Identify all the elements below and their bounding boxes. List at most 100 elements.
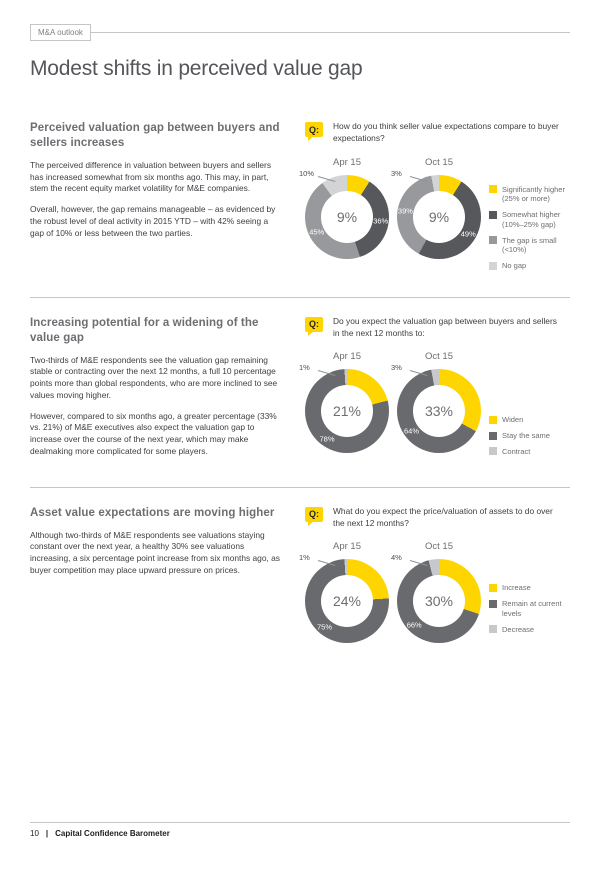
legend-label: Significantly higher (25% or more)	[502, 184, 565, 204]
donut-segment-label: 45%	[309, 227, 325, 237]
footer-text: 10 | Capital Confidence Barometer	[30, 829, 570, 838]
header-rule	[90, 32, 570, 33]
legend-swatch	[489, 447, 497, 456]
section-text-column: Asset value expectations are moving high…	[30, 506, 280, 644]
section-widening-value-gap: Increasing potential for a widening of t…	[30, 296, 570, 487]
donut-chart-apr15: Apr 15 1% 24% 75%	[299, 541, 389, 644]
donut-chart-apr15: Apr 15 1% 21% 78%	[299, 351, 389, 454]
legend-swatch	[489, 261, 497, 270]
section-heading: Asset value expectations are moving high…	[30, 506, 275, 519]
donut-segment-label: 49%	[460, 229, 476, 239]
section-chart-column: Q: What do you expect the price/valuatio…	[299, 506, 570, 644]
page-footer: 10 | Capital Confidence Barometer	[30, 822, 570, 838]
legend-label: Increase	[502, 583, 531, 593]
donut-wrap: 1% 24% 75%	[299, 553, 389, 644]
donut-title: Oct 15	[425, 156, 453, 168]
donut-wrap: 3% 9% 49% 39%	[391, 169, 481, 259]
donut-hole: 30%	[413, 575, 465, 628]
donut-center-value: 21%	[332, 403, 362, 420]
donut-wrap: 4% 30% 66%	[391, 553, 481, 644]
page-title: Modest shifts in perceived value gap	[30, 57, 363, 80]
donut-ring: 30% 66%	[397, 559, 481, 644]
question-badge-icon: Q:	[305, 316, 323, 336]
section-chart-column: Q: Do you expect the valuation gap betwe…	[299, 316, 570, 467]
section-paragraph: The perceived difference in valuation be…	[30, 159, 272, 194]
donut-hole: 24%	[321, 575, 373, 628]
donut-title: Oct 15	[425, 541, 453, 553]
legend-label: Remain at current levels	[502, 599, 562, 618]
content: Perceived valuation gap between buyers a…	[30, 121, 570, 663]
section-heading: Increasing potential for a widening of t…	[30, 316, 259, 344]
section-paragraph: Two-thirds of M&E respondents see the va…	[30, 354, 278, 400]
donut-chart-pair: Apr 15 1% 24% 75% Oct 15	[299, 541, 570, 644]
donut-chart-apr15: Apr 15 10% 9% 36% 45%	[299, 156, 389, 259]
legend-label: Somewhat higher (10%–25% gap)	[502, 210, 561, 229]
donut-title: Oct 15	[425, 351, 453, 363]
donut-segment-label: 64%	[403, 426, 419, 436]
question-badge-label: Q:	[309, 319, 319, 330]
legend-item: Stay the same	[489, 431, 569, 441]
callout-label: 4%	[391, 553, 402, 563]
legend-swatch	[489, 210, 497, 219]
legend-label: Widen	[502, 415, 524, 425]
donut-segment-label: 78%	[319, 434, 335, 444]
question-text: What do you expect the price/valuation o…	[333, 505, 553, 528]
legend-swatch	[489, 431, 497, 440]
donut-chart-pair: Apr 15 10% 9% 36% 45% Oct 15	[299, 156, 570, 277]
legend-item: Increase	[489, 583, 569, 593]
legend-item: The gap is small (<10%)	[489, 236, 569, 256]
donut-center-value: 33%	[424, 403, 454, 420]
legend-swatch	[489, 236, 497, 245]
legend-item: No gap	[489, 261, 569, 271]
legend-swatch	[489, 583, 497, 592]
donut-chart-oct15: Oct 15 3% 33% 64%	[391, 351, 481, 454]
footer-rule	[30, 822, 570, 823]
legend-label: No gap	[502, 261, 527, 271]
legend-label: The gap is small (<10%)	[502, 235, 557, 255]
donut-hole: 21%	[321, 385, 373, 438]
section-heading: Perceived valuation gap between buyers a…	[30, 122, 280, 149]
section-chart-column: Q: How do you think seller value expecta…	[299, 121, 570, 277]
section-paragraph: Overall, however, the gap remains manage…	[30, 204, 276, 238]
legend-item: Contract	[489, 447, 569, 457]
donut-ring: 21% 78%	[305, 369, 389, 454]
section-text-column: Perceived valuation gap between buyers a…	[30, 121, 280, 277]
donut-title: Apr 15	[333, 351, 361, 363]
legend-item: Decrease	[489, 625, 569, 635]
legend-item: Somewhat higher (10%–25% gap)	[489, 210, 569, 230]
question-row: Q: What do you expect the price/valuatio…	[305, 506, 570, 530]
donut-center-value: 9%	[428, 208, 450, 225]
donut-hole: 9%	[413, 190, 465, 243]
question-row: Q: Do you expect the valuation gap betwe…	[305, 316, 570, 340]
donut-wrap: 3% 33% 64%	[391, 363, 481, 454]
legend-swatch	[489, 625, 497, 634]
question-badge-icon: Q:	[305, 506, 323, 526]
donut-ring: 24% 75%	[305, 559, 389, 644]
footer-divider: |	[45, 829, 49, 838]
donut-segment-label: 75%	[316, 622, 333, 632]
question-text: Do you expect the valuation gap between …	[333, 315, 557, 338]
donut-hole: 9%	[321, 190, 373, 243]
legend-swatch	[489, 599, 497, 608]
question-row: Q: How do you think seller value expecta…	[305, 121, 570, 145]
donut-ring: 9% 36% 45%	[305, 174, 389, 259]
donut-wrap: 1% 21% 78%	[299, 363, 389, 454]
donut-hole: 33%	[413, 385, 465, 438]
donut-title: Apr 15	[333, 156, 361, 168]
legend-swatch	[489, 415, 497, 424]
donut-ring: 9% 49% 39%	[397, 174, 481, 259]
section-paragraph: Although two-thirds of M&E respondents s…	[30, 529, 280, 576]
question-badge-icon: Q:	[305, 122, 323, 141]
chart-legend: Significantly higher (25% or more) Somew…	[489, 185, 569, 277]
donut-chart-pair: Apr 15 1% 21% 78% Oct 15	[299, 351, 570, 462]
callout-label: 1%	[299, 363, 310, 373]
question-text: How do you think seller value expectatio…	[333, 121, 559, 143]
chart-legend: Widen Stay the same Contract	[489, 415, 569, 462]
callout-label: 10%	[299, 168, 315, 178]
donut-segment-label: 39%	[397, 206, 413, 216]
donut-ring: 33% 64%	[397, 369, 481, 454]
legend-label: Decrease	[502, 624, 535, 634]
donut-segment-label: 36%	[373, 216, 389, 226]
legend-swatch	[489, 185, 497, 194]
report-page: M&A outlook Modest shifts in perceived v…	[0, 24, 600, 872]
